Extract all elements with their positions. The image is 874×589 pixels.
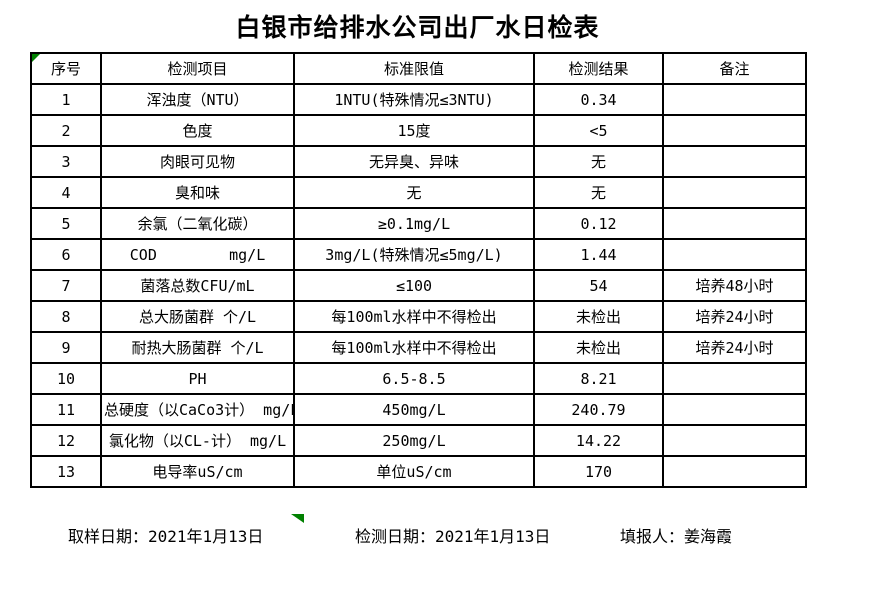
cell-limit: 1NTU(特殊情况≤3NTU) xyxy=(293,83,535,116)
cell-note: 培养48小时 xyxy=(662,269,807,302)
cell-note xyxy=(662,207,807,240)
cell-note xyxy=(662,145,807,178)
cell-note xyxy=(662,393,807,426)
cell-item: 肉眼可见物 xyxy=(100,145,295,178)
cell-limit: 每100ml水样中不得检出 xyxy=(293,300,535,333)
cell-no: 12 xyxy=(30,424,102,457)
cell-item: 浑浊度（NTU） xyxy=(100,83,295,116)
cell-no: 11 xyxy=(30,393,102,426)
cell-item: 菌落总数CFU/mL xyxy=(100,269,295,302)
table-row: 9 耐热大肠菌群 个/L 每100ml水样中不得检出 未检出 培养24小时 xyxy=(30,331,807,364)
cell-result: 未检出 xyxy=(533,331,664,364)
cell-limit: ≥0.1mg/L xyxy=(293,207,535,240)
header-cell-result: 检测结果 xyxy=(533,52,664,85)
cell-limit: 15度 xyxy=(293,114,535,147)
cell-note xyxy=(662,238,807,271)
cell-limit: 每100ml水样中不得检出 xyxy=(293,331,535,364)
cell-item: 色度 xyxy=(100,114,295,147)
cell-result: 未检出 xyxy=(533,300,664,333)
cell-limit: 6.5-8.5 xyxy=(293,362,535,395)
table-row: 11 总硬度（以CaCo3计） mg/L 450mg/L 240.79 xyxy=(30,393,807,426)
page-title: 白银市给排水公司出厂水日检表 xyxy=(235,13,600,42)
table-row: 8 总大肠菌群 个/L 每100ml水样中不得检出 未检出 培养24小时 xyxy=(30,300,807,333)
table-row: 1 浑浊度（NTU） 1NTU(特殊情况≤3NTU) 0.34 xyxy=(30,83,807,116)
cell-note xyxy=(662,362,807,395)
cell-result: 无 xyxy=(533,145,664,178)
cell-no: 6 xyxy=(30,238,102,271)
cell-item: 电导率uS/cm xyxy=(100,455,295,488)
cell-result: 0.34 xyxy=(533,83,664,116)
cell-no: 13 xyxy=(30,455,102,488)
cell-item: PH xyxy=(100,362,295,395)
table-row: 7 菌落总数CFU/mL ≤100 54 培养48小时 xyxy=(30,269,807,302)
green-corner-triangle-icon xyxy=(32,54,40,62)
cell-item: 臭和味 xyxy=(100,176,295,209)
cell-result: 54 xyxy=(533,269,664,302)
cell-result: 1.44 xyxy=(533,238,664,271)
cell-note xyxy=(662,424,807,457)
header-cell-item: 检测项目 xyxy=(100,52,295,85)
table-row: 10 PH 6.5-8.5 8.21 xyxy=(30,362,807,395)
cell-note xyxy=(662,114,807,147)
cell-no: 4 xyxy=(30,176,102,209)
table-row: 2 色度 15度 <5 xyxy=(30,114,807,147)
table-row: 13 电导率uS/cm 单位uS/cm 170 xyxy=(30,455,807,488)
cell-item: COD mg/L xyxy=(100,238,295,271)
green-corner-triangle-icon xyxy=(291,514,304,523)
table-row: 12 氯化物（以CL-计） mg/L 250mg/L 14.22 xyxy=(30,424,807,457)
inspection-table: 序号 检测项目 标准限值 检测结果 备注 1 浑浊度（NTU） 1NTU(特殊情… xyxy=(30,52,807,488)
cell-note xyxy=(662,83,807,116)
cell-no: 9 xyxy=(30,331,102,364)
cell-limit: ≤100 xyxy=(293,269,535,302)
cell-result: <5 xyxy=(533,114,664,147)
cell-result: 170 xyxy=(533,455,664,488)
cell-item: 余氯（二氧化碳） xyxy=(100,207,295,240)
cell-no: 2 xyxy=(30,114,102,147)
test-date-label: 检测日期：2021年1月13日 xyxy=(355,527,551,546)
cell-item: 总大肠菌群 个/L xyxy=(100,300,295,333)
cell-item: 氯化物（以CL-计） mg/L xyxy=(100,424,295,457)
reporter-label: 填报人：姜海霞 xyxy=(620,527,733,546)
cell-limit: 450mg/L xyxy=(293,393,535,426)
cell-limit: 单位uS/cm xyxy=(293,455,535,488)
cell-no: 1 xyxy=(30,83,102,116)
cell-no: 7 xyxy=(30,269,102,302)
header-cell-note: 备注 xyxy=(662,52,807,85)
header-cell-limit: 标准限值 xyxy=(293,52,535,85)
cell-result: 无 xyxy=(533,176,664,209)
sampling-date-label: 取样日期：2021年1月13日 xyxy=(68,527,264,546)
cell-limit: 无 xyxy=(293,176,535,209)
table-row: 5 余氯（二氧化碳） ≥0.1mg/L 0.12 xyxy=(30,207,807,240)
table-row: 4 臭和味 无 无 xyxy=(30,176,807,209)
cell-limit: 无异臭、异味 xyxy=(293,145,535,178)
cell-result: 8.21 xyxy=(533,362,664,395)
cell-result: 14.22 xyxy=(533,424,664,457)
cell-note xyxy=(662,176,807,209)
cell-no: 3 xyxy=(30,145,102,178)
cell-no: 5 xyxy=(30,207,102,240)
cell-item: 总硬度（以CaCo3计） mg/L xyxy=(100,393,295,426)
cell-note: 培养24小时 xyxy=(662,331,807,364)
table-row: 3 肉眼可见物 无异臭、异味 无 xyxy=(30,145,807,178)
cell-limit: 3mg/L(特殊情况≤5mg/L) xyxy=(293,238,535,271)
cell-note: 培养24小时 xyxy=(662,300,807,333)
cell-item: 耐热大肠菌群 个/L xyxy=(100,331,295,364)
table-header-row: 序号 检测项目 标准限值 检测结果 备注 xyxy=(30,52,807,85)
header-cell-no: 序号 xyxy=(30,52,102,85)
cell-note xyxy=(662,455,807,488)
cell-limit: 250mg/L xyxy=(293,424,535,457)
cell-no: 10 xyxy=(30,362,102,395)
cell-result: 240.79 xyxy=(533,393,664,426)
table-row: 6 COD mg/L 3mg/L(特殊情况≤5mg/L) 1.44 xyxy=(30,238,807,271)
cell-no: 8 xyxy=(30,300,102,333)
cell-result: 0.12 xyxy=(533,207,664,240)
